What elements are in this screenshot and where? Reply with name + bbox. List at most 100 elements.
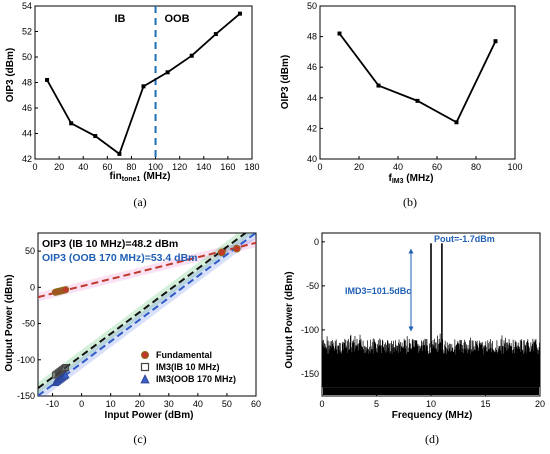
chart-a-xtick-label: 180 (244, 162, 259, 172)
chart-d-xtick-label: 20 (535, 399, 545, 409)
chart-a-series-line (46, 12, 241, 156)
legend-marker-im3-ib (140, 362, 150, 372)
legend-label-fundamental: Fundamental (156, 350, 212, 360)
chart-c-ytick-label: -50 (22, 319, 35, 329)
chart-c-intercept-point (217, 248, 226, 257)
chart-c-point-fundamental (62, 286, 70, 294)
chart-c-point-im3-ib (62, 364, 70, 372)
chart-a-point (189, 53, 194, 58)
chart-b-plot: 0 20 40 60 80 100 40 42 44 46 48 50 (307, 1, 523, 172)
chart-c-xtick-label: 50 (222, 399, 232, 409)
chart-a-annotation-ib: IB (115, 13, 126, 25)
chart-b-ytick-label: 48 (307, 32, 317, 42)
chart-a-ytick-label: 48 (22, 78, 32, 88)
chart-b-xtick-label: 40 (393, 162, 403, 172)
chart-c-xlabel: Input Power (dBm) (105, 410, 194, 421)
chart-c-xtick-label: 10 (106, 399, 116, 409)
chart-a-annotation-oob: OOB (164, 13, 189, 25)
legend-marker-fundamental (141, 351, 149, 359)
chart-c-ytick-label: 0 (30, 282, 35, 292)
chart-a-xtick-label: 0 (32, 162, 37, 172)
chart-b-series-line (338, 33, 497, 124)
chart-d-xtick-label: 10 (426, 399, 436, 409)
chart-a-ytick-label: 50 (22, 52, 32, 62)
chart-c-intercept-point (232, 244, 241, 253)
chart-b-xtick-label: 20 (354, 162, 364, 172)
chart-c-xtick-label: 30 (164, 399, 174, 409)
chart-b: 0 20 40 60 80 100 40 42 44 46 48 50 OIP3 (dBm) fIM3… (280, 1, 523, 209)
chart-b-frame (319, 5, 516, 160)
chart-d-ylabel: Output Power (dBm) (284, 271, 295, 368)
chart-a-point (141, 84, 146, 89)
chart-a-xlabel: fintone1 (MHz) (110, 171, 171, 183)
chart-b-xtick-label: 60 (432, 162, 442, 172)
chart-a-xtick-label: 120 (172, 162, 187, 172)
chart-b-ytick-label: 42 (307, 123, 317, 133)
chart-d-noise-floor (321, 333, 541, 388)
chart-a-xtick-label: 60 (102, 162, 112, 172)
chart-a-xtick-label: 80 (126, 162, 136, 172)
chart-b-ytick-label: 44 (307, 93, 317, 103)
chart-a-xtick-label: 40 (78, 162, 88, 172)
chart-c-xtick-label: 40 (193, 399, 203, 409)
chart-a-xtick-label: 140 (196, 162, 211, 172)
chart-d-ytick-label: -50 (306, 281, 319, 291)
chart-d-xtick-label: 0 (319, 399, 324, 409)
chart-b-xtick-label: 100 (507, 162, 522, 172)
legend-label-im3-ib: IM3(IB 10 MHz) (156, 362, 220, 372)
caption-c: (c) (133, 432, 146, 446)
chart-d-ytick-label: -150 (301, 369, 319, 379)
chart-b-ylabel: OIP3 (dBm) (280, 55, 291, 109)
chart-d-noise-base (323, 387, 539, 395)
chart-b-ytick-label: 40 (307, 154, 317, 164)
chart-a-ytick-label: 44 (22, 129, 32, 139)
chart-d-annotation-pout: Pout=-1.7dBm (434, 234, 495, 244)
chart-a-point (93, 134, 98, 139)
chart-a-xtick-label: 160 (220, 162, 235, 172)
chart-b-point (454, 120, 459, 125)
chart-c-confidence-band (38, 233, 254, 394)
chart-a-ytick-label: 42 (22, 154, 32, 164)
caption-b: (b) (403, 195, 417, 209)
chart-c-xtick-label: 60 (251, 399, 261, 409)
chart-c-annotation-ib: OIP3 (IB 10 MHz)=48.2 dBm (42, 238, 178, 250)
chart-d-plot: 0 5 10 15 20 -150 -100 -50 0 (301, 232, 545, 409)
chart-c-ytick-label: -100 (17, 355, 35, 365)
chart-b-point (376, 83, 381, 88)
chart-b-xlabel: fIM3 (MHz) (388, 173, 433, 185)
chart-b-point (337, 31, 342, 36)
chart-a-point (213, 32, 218, 37)
chart-a-xtick-label: 100 (148, 162, 163, 172)
chart-c-point-im3-ib (60, 365, 68, 373)
chart-a-point (45, 77, 50, 82)
chart-d-annotation-imd3: IMD3=101.5dBc (345, 286, 411, 296)
chart-c-xtick-label: -10 (46, 399, 59, 409)
chart-b-ytick-label: 46 (307, 62, 317, 72)
chart-c-legend: Fundamental IM3(IB 10 MHz) IM3(OOB 170 M… (140, 350, 236, 384)
legend-label-im3-oob: IM3(OOB 170 MHz) (156, 374, 236, 384)
chart-b-xtick-label: 80 (471, 162, 481, 172)
chart-b-ytick-label: 50 (307, 1, 317, 11)
chart-c-xtick-label: 0 (79, 399, 84, 409)
chart-a-ylabel: OIP3 (dBm) (5, 48, 16, 102)
chart-a-point (69, 121, 74, 126)
chart-c-annotation-oob: OIP3 (OOB 170 MHz)=53.4 dBm (42, 252, 198, 264)
chart-c-ytick-label: 50 (25, 246, 35, 256)
chart-c-clipped (38, 233, 256, 396)
chart-a-ytick-label: 52 (22, 27, 32, 37)
legend-marker-im3-oob (140, 374, 150, 384)
chart-d: 0 5 10 15 20-150-100-500 Output Power (dBm) … (284, 232, 545, 446)
chart-b-point (493, 39, 498, 44)
caption-d: (d) (425, 432, 439, 446)
chart-a-ytick-label: 46 (22, 103, 32, 113)
chart-d-xlabel: Frequency (MHz) (392, 410, 473, 421)
chart-a-xtick-label: 20 (54, 162, 64, 172)
chart-b-xtick-label: 0 (317, 162, 322, 172)
chart-c-ytick-label: -150 (17, 391, 35, 401)
chart-d-xtick-label: 15 (480, 399, 490, 409)
chart-d-ytick-label: 0 (314, 237, 319, 247)
chart-a-point (165, 70, 170, 75)
